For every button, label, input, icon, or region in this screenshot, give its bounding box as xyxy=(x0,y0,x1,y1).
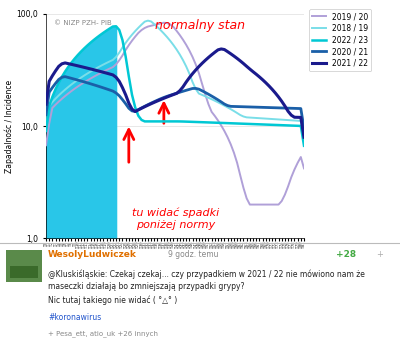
2021 / 22 xyxy=(254,72,259,76)
2020 / 21 xyxy=(302,126,306,130)
Y-axis label: Zapadalnośc / Incidence: Zapadalnośc / Incidence xyxy=(4,80,14,173)
Line: 2021 / 22: 2021 / 22 xyxy=(46,49,304,137)
2022 / 23 xyxy=(248,122,252,126)
Text: +28: +28 xyxy=(336,250,356,259)
2018 / 19 xyxy=(168,39,173,43)
2018 / 19 xyxy=(44,125,48,129)
2022 / 23 xyxy=(104,28,109,33)
2022 / 23 xyxy=(114,24,118,28)
2018 / 19 xyxy=(146,19,150,23)
Line: 2020 / 21: 2020 / 21 xyxy=(46,76,304,128)
2021 / 22 xyxy=(104,71,109,75)
Text: + Pesa_ett, atio_uk +26 innych: + Pesa_ett, atio_uk +26 innych xyxy=(48,330,158,336)
Legend: 2019 / 20, 2018 / 19, 2022 / 23, 2020 / 21, 2021 / 22: 2019 / 20, 2018 / 19, 2022 / 23, 2020 / … xyxy=(309,9,371,71)
Text: +: + xyxy=(376,250,383,259)
2019 / 20 xyxy=(162,21,166,25)
Line: 2019 / 20: 2019 / 20 xyxy=(46,23,304,204)
2018 / 19 xyxy=(104,61,109,65)
2020 / 21 xyxy=(107,88,112,92)
2019 / 20 xyxy=(104,68,109,72)
2018 / 19 xyxy=(248,116,252,120)
2018 / 19 xyxy=(114,55,118,59)
Bar xyxy=(10,266,38,278)
2018 / 19 xyxy=(117,51,122,55)
2022 / 23 xyxy=(117,28,122,32)
2019 / 20 xyxy=(251,202,256,206)
2020 / 21 xyxy=(168,93,173,97)
Text: @Kluskiśląskie: Czekaj czekaj... czy przypadkiem w 2021 / 22 nie mówiono nam że: @Kluskiśląskie: Czekaj czekaj... czy prz… xyxy=(48,269,365,279)
Line: 2022 / 23: 2022 / 23 xyxy=(46,26,304,146)
2021 / 22 xyxy=(302,135,306,139)
Text: normalny stan: normalny stan xyxy=(155,19,245,32)
2019 / 20 xyxy=(117,58,122,62)
2021 / 22 xyxy=(248,67,252,71)
Text: #koronawirus: #koronawirus xyxy=(48,313,101,322)
Bar xyxy=(6,250,42,282)
2019 / 20 xyxy=(302,166,306,170)
Text: Nic tutaj takiego nie widać ( °△° ): Nic tutaj takiego nie widać ( °△° ) xyxy=(48,295,177,305)
Text: tu widać spadki
poniżej normy: tu widać spadki poniżej normy xyxy=(132,208,220,229)
2021 / 22 xyxy=(219,47,224,51)
2022 / 23 xyxy=(120,38,125,42)
2020 / 21 xyxy=(254,105,259,109)
2020 / 21 xyxy=(63,74,68,79)
2022 / 23 xyxy=(302,144,306,148)
Text: © NIZP PZH- PIB: © NIZP PZH- PIB xyxy=(54,21,112,26)
2019 / 20 xyxy=(114,62,118,66)
2021 / 22 xyxy=(44,102,48,106)
2022 / 23 xyxy=(168,119,173,123)
2019 / 20 xyxy=(44,143,48,147)
2021 / 22 xyxy=(114,75,118,79)
Text: 9 godz. temu: 9 godz. temu xyxy=(168,250,218,259)
2020 / 21 xyxy=(248,105,252,109)
2020 / 21 xyxy=(117,94,122,98)
2022 / 23 xyxy=(44,129,48,133)
2018 / 19 xyxy=(254,116,259,120)
2019 / 20 xyxy=(257,202,262,206)
2019 / 20 xyxy=(248,202,252,206)
Text: maseczki działają bo zmniejszają przypadki grypy?: maseczki działają bo zmniejszają przypad… xyxy=(48,282,244,291)
2020 / 21 xyxy=(44,113,48,117)
2021 / 22 xyxy=(117,79,122,83)
2022 / 23 xyxy=(254,122,259,126)
2021 / 22 xyxy=(165,95,170,99)
2018 / 19 xyxy=(302,139,306,143)
Line: 2018 / 19: 2018 / 19 xyxy=(46,21,304,141)
Text: WesolyLudwiczek: WesolyLudwiczek xyxy=(48,250,137,259)
2019 / 20 xyxy=(168,22,173,26)
2020 / 21 xyxy=(120,97,125,102)
